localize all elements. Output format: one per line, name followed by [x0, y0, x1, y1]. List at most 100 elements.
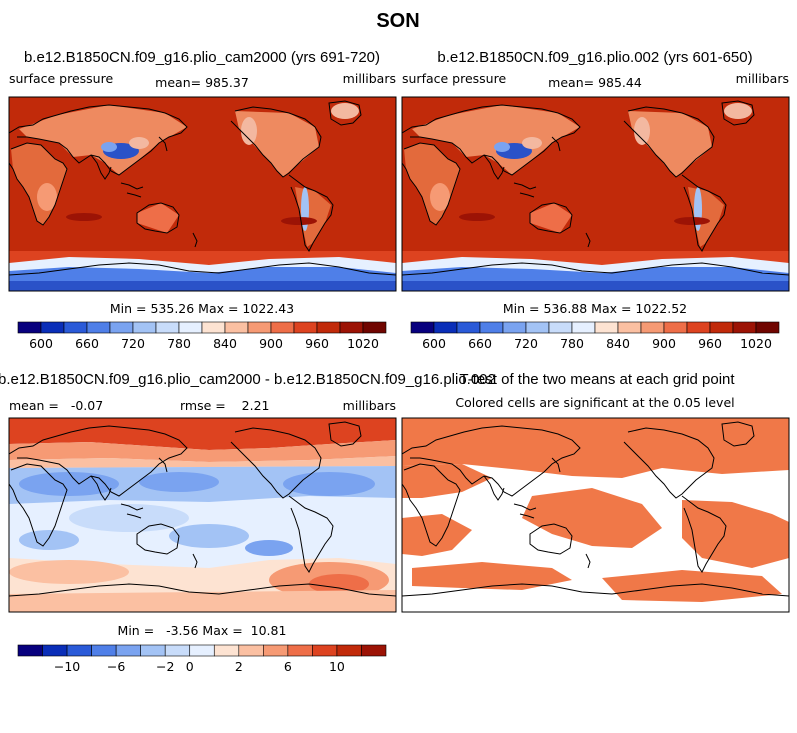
- panel-1-colorbar-tick-label: 840: [213, 336, 237, 351]
- panel-3-colorbar-swatch: [140, 644, 166, 657]
- panel-4-title: T-test of the two means at each grid poi…: [459, 371, 735, 388]
- panel-1-colorbar-swatch: [17, 321, 42, 334]
- panel-1-colorbar: 600 660 720 780 840 900 960 1020: [17, 321, 387, 351]
- panel-3-colorbar-swatch: [115, 644, 141, 657]
- panel-4-subtitle: Colored cells are significant at the 0.0…: [455, 395, 734, 410]
- panel-3-colorbar-tick-label: 2: [235, 659, 243, 674]
- panel-1-map: [9, 97, 396, 291]
- panel-3-colorbar-swatch: [189, 644, 215, 657]
- panel-1-units-label: millibars: [343, 71, 396, 86]
- panel-3-colorbar-swatch: [336, 644, 362, 657]
- panel-2-colorbar-swatch: [548, 321, 573, 334]
- panel-3-rmse-label: rmse = 2.21: [180, 398, 269, 413]
- panel-1-colorbar-tick-label: 720: [121, 336, 145, 351]
- panel-3: b.e12.B1850CN.f09_g16.plio_cam2000 - b.e…: [0, 371, 496, 674]
- significant-region: [602, 570, 782, 602]
- panel-2-colorbar: 600 660 720 780 840 900 960 1020: [410, 321, 780, 351]
- panel-3-colorbar-swatch: [287, 644, 313, 657]
- panel-1-title: b.e12.B1850CN.f09_g16.plio_cam2000 (yrs …: [24, 49, 380, 66]
- panel-1-colorbar-tick-label: 600: [29, 336, 53, 351]
- significant-region: [402, 464, 492, 498]
- panel-3-colorbar-tick-label: 0: [186, 659, 194, 674]
- panel-3-colorbar-swatch: [91, 644, 117, 657]
- panel-1-colorbar-tick-label: 780: [167, 336, 191, 351]
- panel-1-colorbar-swatch: [40, 321, 65, 334]
- panel-2-colorbar-swatch: [456, 321, 481, 334]
- panel-1-colorbar-swatch: [109, 321, 134, 334]
- panel-3-colorbar-tick-label: 10: [329, 659, 345, 674]
- panel-2-colorbar-swatch: [502, 321, 527, 334]
- panel-3-colorbar-swatch: [42, 644, 68, 657]
- panel-2-colorbar-swatch: [663, 321, 688, 334]
- panel-2-colorbar-tick-label: 600: [422, 336, 446, 351]
- panel-3-map: [9, 418, 396, 612]
- panel-2-colorbar-swatch: [732, 321, 757, 334]
- panel-3-colorbar-swatch: [238, 644, 264, 657]
- panel-2-colorbar-tick-label: 720: [514, 336, 538, 351]
- panel-3-min-max: Min = -3.56 Max = 10.81: [118, 623, 287, 638]
- panel-3-colorbar-tick-label: −2: [156, 659, 174, 674]
- panel-2-colorbar-tick-label: 1020: [740, 336, 772, 351]
- panel-2-colorbar-swatch: [755, 321, 780, 334]
- panel-3-colorbar-swatch: [213, 644, 240, 657]
- panel-3-colorbar-swatch: [66, 644, 92, 657]
- panel-1-colorbar-tick-label: 1020: [347, 336, 379, 351]
- panel-4: T-test of the two means at each grid poi…: [401, 371, 790, 613]
- panel-1-colorbar-swatch: [293, 321, 318, 334]
- panel-2-colorbar-tick-label: 660: [468, 336, 492, 351]
- panel-2: b.e12.B1850CN.f09_g16.plio.002 (yrs 601-…: [401, 49, 790, 351]
- panel-3-colorbar-swatch: [164, 644, 191, 657]
- panel-1-colorbar-swatch: [247, 321, 272, 334]
- significant-region: [682, 500, 789, 568]
- panel-2-variable-label: surface pressure: [402, 71, 506, 86]
- panel-3-title: b.e12.B1850CN.f09_g16.plio_cam2000 - b.e…: [0, 371, 496, 388]
- panel-2-colorbar-swatch: [709, 321, 734, 334]
- panel-1-colorbar-swatch: [362, 321, 387, 334]
- panel-2-colorbar-swatch: [640, 321, 665, 334]
- panel-2-min-max: Min = 536.88 Max = 1022.52: [503, 301, 687, 316]
- panel-1-colorbar-swatch: [86, 321, 111, 334]
- panel-1-min-max: Min = 535.26 Max = 1022.43: [110, 301, 294, 316]
- panel-2-units-label: millibars: [736, 71, 789, 86]
- panel-1-colorbar-swatch: [224, 321, 249, 334]
- panel-2-colorbar-tick-label: 840: [606, 336, 630, 351]
- panel-1-colorbar-tick-label: 960: [305, 336, 329, 351]
- panel-2-colorbar-swatch: [571, 321, 596, 334]
- panel-2-colorbar-swatch: [410, 321, 435, 334]
- panel-2-colorbar-swatch: [594, 321, 619, 334]
- panel-3-mean-label: mean = -0.07: [9, 398, 103, 413]
- panel-2-colorbar-swatch: [433, 321, 458, 334]
- panel-3-colorbar-swatch: [361, 644, 387, 657]
- panel-2-map: [402, 97, 789, 291]
- panel-1-colorbar-swatch: [178, 321, 203, 334]
- panel-2-colorbar-swatch: [617, 321, 642, 334]
- panel-1-colorbar-swatch: [316, 321, 341, 334]
- panel-4-map: [402, 418, 789, 612]
- panel-2-colorbar-tick-label: 900: [652, 336, 676, 351]
- panel-1-variable-label: surface pressure: [9, 71, 113, 86]
- significant-region: [522, 488, 662, 548]
- panel-3-colorbar-tick-label: −6: [107, 659, 125, 674]
- panel-3-colorbar: −10 −6 −2 0 2 6 10: [17, 644, 387, 674]
- panel-2-frame: [401, 96, 790, 292]
- panel-1-frame: [8, 96, 397, 292]
- panel-1-colorbar-swatch: [201, 321, 226, 334]
- panel-1-colorbar-swatch: [155, 321, 180, 334]
- panel-2-title: b.e12.B1850CN.f09_g16.plio.002 (yrs 601-…: [437, 49, 752, 66]
- panel-3-colorbar-swatch: [263, 644, 289, 657]
- significant-region: [402, 418, 789, 478]
- panel-3-frame: [8, 417, 397, 613]
- panel-1-colorbar-tick-label: 900: [259, 336, 283, 351]
- panel-4-frame: [401, 417, 790, 613]
- figure-title: SON: [376, 10, 419, 32]
- panel-3-colorbar-tick-label: −10: [54, 659, 80, 674]
- significant-region: [412, 562, 572, 590]
- panel-1-colorbar-swatch: [339, 321, 364, 334]
- panel-2-mean-label: mean= 985.44: [548, 75, 642, 90]
- panel-2-colorbar-swatch: [686, 321, 711, 334]
- panel-1-mean-label: mean= 985.37: [155, 75, 249, 90]
- panel-1-colorbar-tick-label: 660: [75, 336, 99, 351]
- panel-1-colorbar-swatch: [270, 321, 295, 334]
- panel-1-colorbar-swatch: [63, 321, 88, 334]
- panel-2-colorbar-swatch: [479, 321, 504, 334]
